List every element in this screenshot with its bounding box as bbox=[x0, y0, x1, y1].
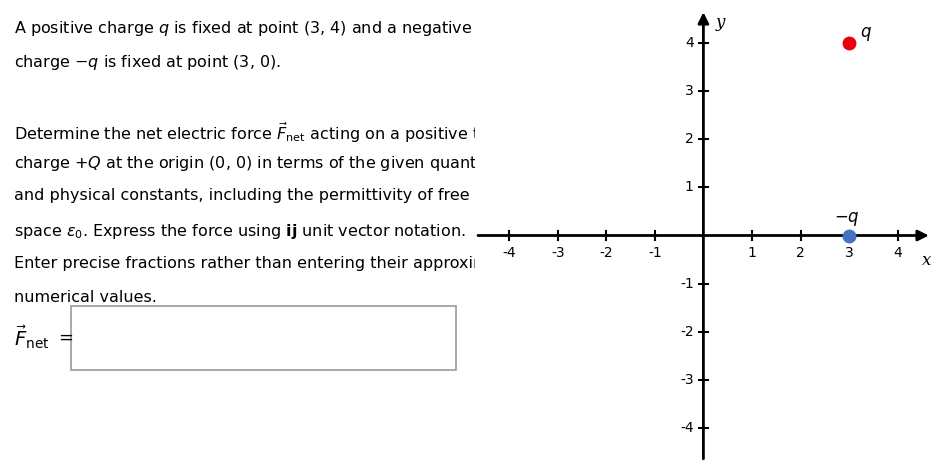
Text: y: y bbox=[715, 14, 725, 31]
Text: x: x bbox=[922, 252, 932, 269]
Text: -2: -2 bbox=[680, 325, 694, 339]
Text: -4: -4 bbox=[502, 246, 516, 260]
Text: charge $-q$ is fixed at point (3, 0).: charge $-q$ is fixed at point (3, 0). bbox=[14, 53, 281, 72]
Text: numerical values.: numerical values. bbox=[14, 290, 157, 305]
Text: 1: 1 bbox=[747, 246, 757, 260]
Text: 3: 3 bbox=[685, 84, 694, 98]
Text: 4: 4 bbox=[893, 246, 902, 260]
Text: space $\varepsilon_0$. Express the force using $\mathbf{ij}$ unit vector notatio: space $\varepsilon_0$. Express the force… bbox=[14, 222, 466, 241]
Text: -3: -3 bbox=[550, 246, 565, 260]
Text: A positive charge $q$ is fixed at point (3, 4) and a negative: A positive charge $q$ is fixed at point … bbox=[14, 19, 472, 38]
Text: $q$: $q$ bbox=[860, 25, 871, 43]
Text: -1: -1 bbox=[648, 246, 662, 260]
Text: Enter precise fractions rather than entering their approximate: Enter precise fractions rather than ente… bbox=[14, 256, 515, 271]
Text: 1: 1 bbox=[685, 180, 694, 195]
Text: -2: -2 bbox=[599, 246, 614, 260]
Text: 4: 4 bbox=[685, 36, 694, 50]
Text: $-q$: $-q$ bbox=[834, 210, 859, 228]
Text: -1: -1 bbox=[680, 276, 694, 291]
Text: 3: 3 bbox=[845, 246, 853, 260]
Text: -4: -4 bbox=[680, 421, 694, 435]
Text: Determine the net electric force $\vec{F}_{\rm net}$ acting on a positive test: Determine the net electric force $\vec{F… bbox=[14, 121, 504, 145]
Text: $\vec{F}_{\rm net}$: $\vec{F}_{\rm net}$ bbox=[14, 323, 50, 350]
Text: -3: -3 bbox=[680, 373, 694, 387]
Text: charge $+Q$ at the origin (0, 0) in terms of the given quantities: charge $+Q$ at the origin (0, 0) in term… bbox=[14, 154, 510, 173]
Text: and physical constants, including the permittivity of free: and physical constants, including the pe… bbox=[14, 188, 470, 203]
Text: $=$: $=$ bbox=[55, 328, 73, 346]
Text: 2: 2 bbox=[796, 246, 805, 260]
Text: 2: 2 bbox=[685, 132, 694, 146]
FancyBboxPatch shape bbox=[72, 306, 456, 370]
